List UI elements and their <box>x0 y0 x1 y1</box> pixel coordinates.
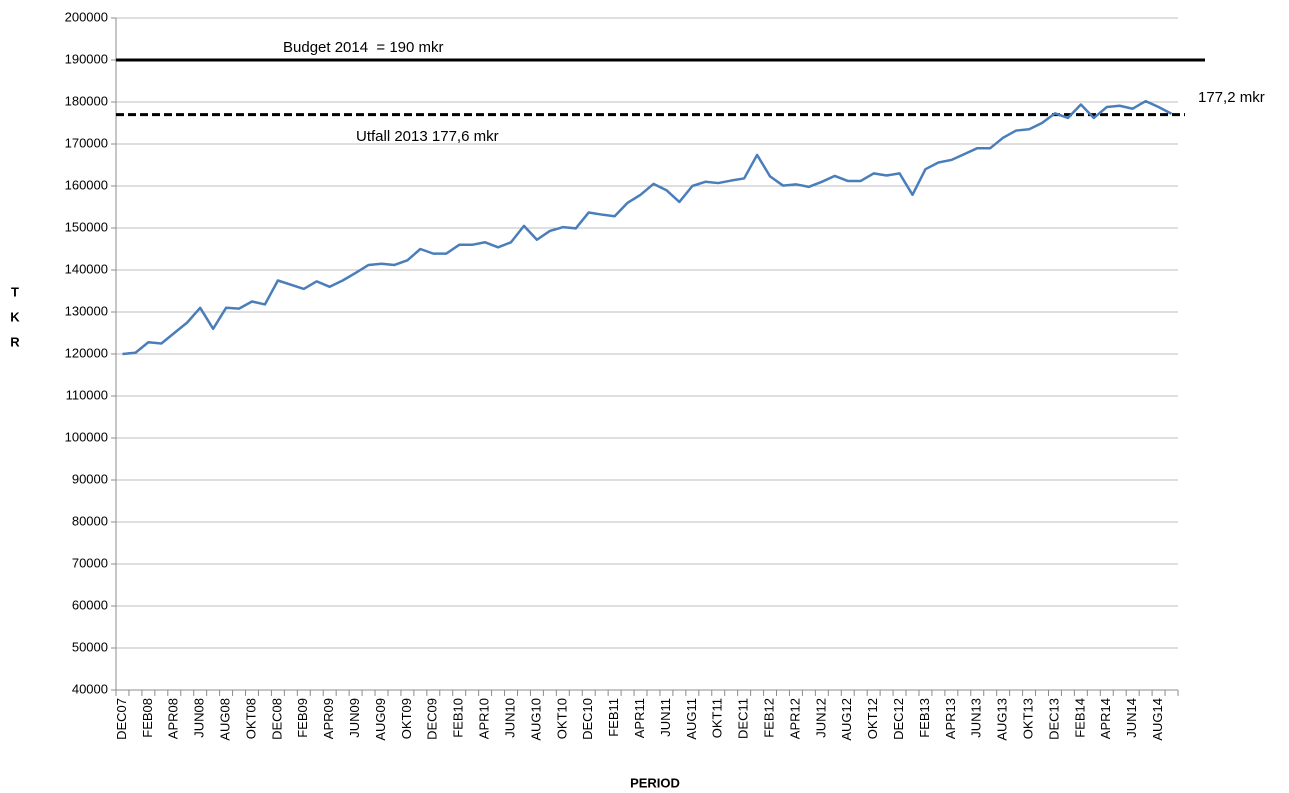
x-tick-label: AUG10 <box>528 698 543 741</box>
y-tick-label: 90000 <box>72 471 108 486</box>
y-tick-label: 110000 <box>66 387 108 402</box>
x-tick-label: DEC07 <box>114 698 129 740</box>
x-tick-label: DEC13 <box>1046 698 1061 740</box>
y-tick-label: 140000 <box>65 261 108 276</box>
x-tick-label: AUG12 <box>839 698 854 741</box>
y-tick-label: 80000 <box>72 513 108 528</box>
x-tick-label: JUN08 <box>192 698 207 738</box>
x-tick-label: DEC11 <box>736 698 751 739</box>
y-tick-label: 170000 <box>65 135 108 150</box>
x-tick-label: OKT10 <box>554 698 569 739</box>
annotation: 177,2 mkr <box>1198 89 1265 106</box>
y-tick-label: 200000 <box>65 9 108 24</box>
x-tick-label: AUG08 <box>218 698 233 741</box>
y-tick-label: 150000 <box>65 219 108 234</box>
x-axis-label: PERIOD <box>630 775 680 790</box>
y-tick-label: 70000 <box>72 555 108 570</box>
x-tick-label: APR13 <box>943 698 958 739</box>
x-tick-label: AUG13 <box>995 698 1010 741</box>
x-tick-label: FEB14 <box>1072 698 1087 738</box>
x-tick-label: OKT13 <box>1020 698 1035 739</box>
x-tick-label: OKT11 <box>710 698 725 738</box>
x-tick-label: DEC12 <box>891 698 906 740</box>
x-tick-label: AUG11 <box>684 698 699 740</box>
x-tick-label: FEB11 <box>606 698 621 737</box>
y-tick-label: 190000 <box>65 51 108 66</box>
x-tick-label: OKT12 <box>865 698 880 739</box>
x-tick-label: JUN09 <box>347 698 362 738</box>
x-tick-label: FEB13 <box>917 698 932 738</box>
x-tick-label: JUN13 <box>969 698 984 738</box>
y-axis-label: TKR <box>8 285 23 360</box>
y-tick-label: 130000 <box>65 303 108 318</box>
y-tick-label: 50000 <box>72 639 108 654</box>
x-tick-label: DEC10 <box>580 698 595 740</box>
x-tick-label: OKT08 <box>243 698 258 739</box>
x-tick-label: FEB10 <box>451 698 466 738</box>
x-tick-label: APR11 <box>632 698 647 738</box>
data-line <box>122 99 1173 356</box>
x-tick-label: APR10 <box>477 698 492 739</box>
x-tick-label: FEB08 <box>140 698 155 738</box>
x-tick-label: AUG14 <box>1150 698 1165 741</box>
y-tick-label: 120000 <box>65 345 108 360</box>
x-tick-label: AUG09 <box>373 698 388 741</box>
x-tick-label: APR08 <box>166 698 181 739</box>
x-tick-label: APR14 <box>1098 698 1113 739</box>
x-tick-label: OKT09 <box>399 698 414 739</box>
x-tick-label: JUN10 <box>502 698 517 738</box>
y-tick-label: 180000 <box>65 93 108 108</box>
x-tick-label: JUN12 <box>813 698 828 738</box>
reference-label: Utfall 2013 177,6 mkr <box>356 128 499 145</box>
x-tick-label: JUN11 <box>658 698 673 737</box>
y-tick-label: 160000 <box>65 177 108 192</box>
x-tick-label: FEB09 <box>295 698 310 738</box>
x-tick-label: JUN14 <box>1124 698 1139 738</box>
x-tick-label: APR12 <box>787 698 802 739</box>
x-tick-label: DEC09 <box>425 698 440 740</box>
y-tick-label: 60000 <box>72 597 108 612</box>
reference-label: Budget 2014 = 190 mkr <box>283 39 444 56</box>
x-tick-label: DEC08 <box>269 698 284 740</box>
x-tick-label: APR09 <box>321 698 336 739</box>
y-tick-label: 100000 <box>65 429 108 444</box>
y-tick-label: 40000 <box>72 681 108 696</box>
x-tick-label: FEB12 <box>761 698 776 738</box>
